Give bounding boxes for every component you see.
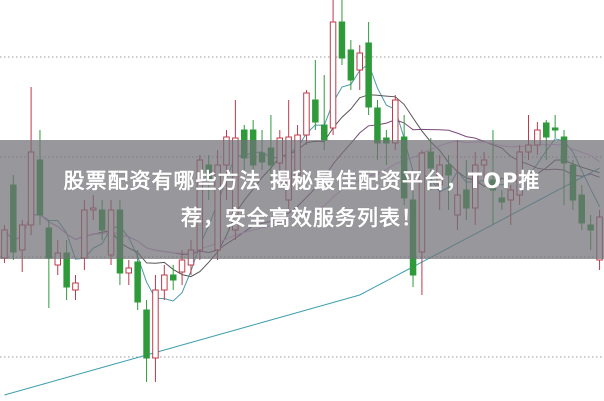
candle-body — [72, 282, 79, 291]
candle-down — [338, 0, 346, 65]
candle-up — [161, 265, 168, 300]
title-line-1: 股票配资有哪些方法 揭秘最佳配资平台，TOP推 — [63, 168, 541, 193]
candle-body — [392, 99, 399, 144]
candle-body — [321, 124, 328, 141]
candle-body — [134, 261, 141, 303]
candle-down — [143, 300, 150, 382]
candle-body — [143, 309, 150, 359]
candle-body — [152, 289, 159, 359]
candle-body — [338, 21, 346, 59]
candle-down — [170, 265, 177, 290]
candle-down — [312, 60, 319, 130]
candle-body — [374, 107, 381, 144]
title-line-2: 荐，安全高效服务列表！ — [181, 205, 423, 230]
candle-up — [152, 275, 159, 382]
candle-body — [347, 49, 355, 81]
candle-up — [356, 45, 363, 90]
candle-body — [365, 42, 372, 108]
candle-down — [321, 75, 328, 150]
candle-down — [551, 115, 559, 138]
candle-up — [329, 0, 337, 135]
title-banner: 股票配资有哪些方法 揭秘最佳配资平台，TOP推 荐，安全高效服务列表！ — [0, 140, 604, 259]
candle-up — [72, 275, 79, 300]
candle-down — [134, 250, 141, 310]
candle-body — [178, 259, 186, 273]
candle-body — [161, 274, 168, 291]
candle-body — [303, 92, 310, 136]
candle-body — [170, 274, 177, 281]
candle-body — [329, 21, 337, 129]
candle-down — [365, 22, 372, 115]
candle-body — [312, 99, 319, 123]
candle-up — [303, 90, 310, 145]
candle-body — [356, 52, 363, 71]
candle-body — [125, 267, 132, 274]
candle-body — [543, 122, 550, 138]
candle-up — [125, 260, 132, 285]
candle-body — [551, 127, 559, 131]
candle-down — [347, 40, 355, 90]
